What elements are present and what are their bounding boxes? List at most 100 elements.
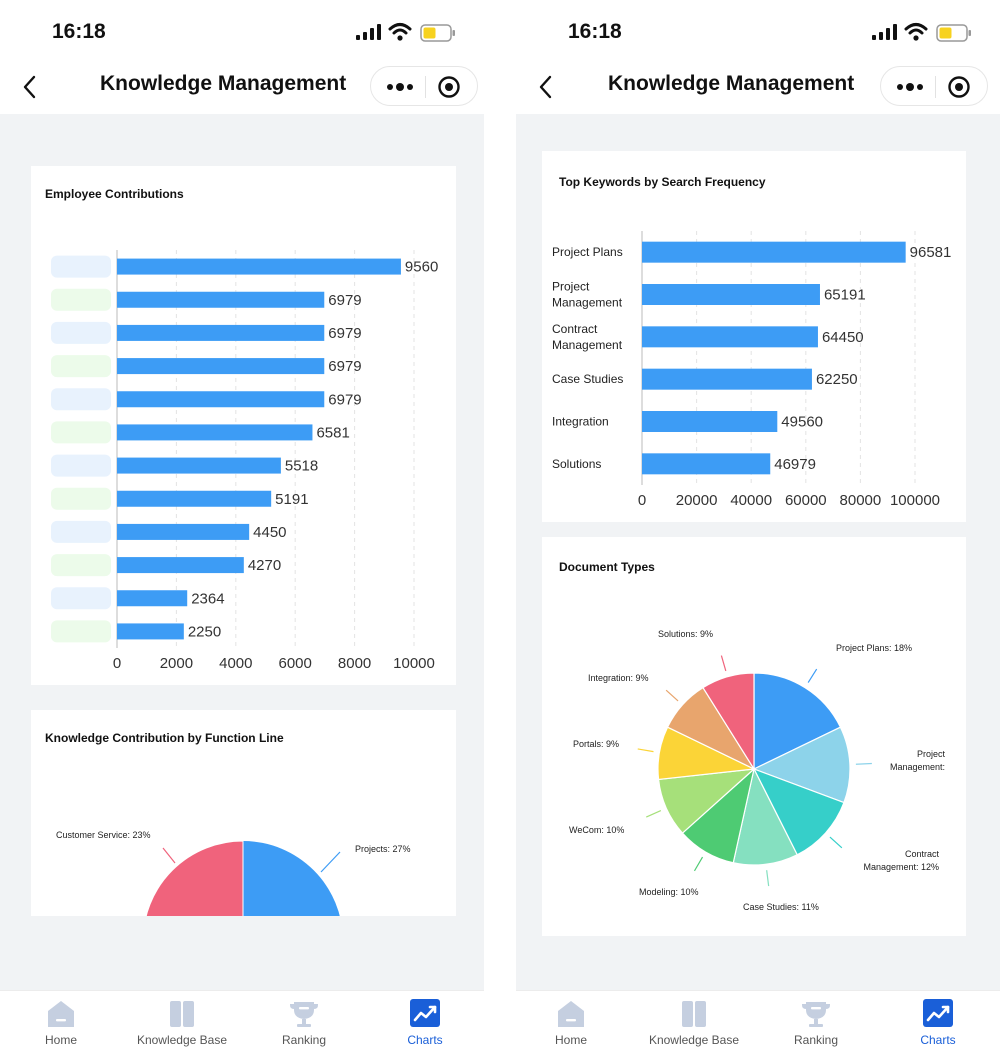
pie-slice-label: Customer Service: 23%	[56, 830, 151, 840]
bar	[117, 358, 325, 375]
back-arrow-icon[interactable]	[16, 72, 46, 102]
trophy-icon	[290, 1002, 318, 1027]
x-tick-label: 20000	[676, 492, 718, 509]
tab-home[interactable]: Home	[0, 991, 122, 1054]
tab-knowledge-base[interactable]: Knowledge Base	[633, 991, 755, 1054]
page-title: Knowledge Management	[608, 72, 855, 95]
scroll-container[interactable]: Top Keywords by Search Frequency 0 20000 4…	[524, 126, 972, 978]
bar	[642, 411, 778, 432]
x-tick-label: 8000	[338, 655, 371, 672]
content-area: Employee Contributions 0 2000 4000 6000 8000…	[0, 114, 484, 990]
pie-slice-label: Contract	[905, 849, 940, 859]
data-label: 2250	[188, 623, 221, 640]
data-label: 96581	[910, 244, 952, 261]
category-label: Management	[552, 338, 623, 352]
pie-slice-label: Portals: 9%	[573, 739, 619, 749]
close-target-icon[interactable]	[947, 75, 971, 99]
tab-charts[interactable]: Charts	[877, 991, 999, 1054]
more-dots-icon[interactable]	[385, 73, 415, 101]
x-tick-label: 6000	[279, 655, 312, 672]
x-tick-label: 0	[638, 492, 646, 509]
tab-label: Charts	[407, 1033, 443, 1047]
leader-line	[665, 689, 679, 702]
bar	[117, 623, 184, 640]
right-phone-screen: 16:18 Knowledge Management Top Keywords …	[516, 0, 1000, 1054]
bar	[642, 326, 818, 348]
bar	[117, 258, 401, 275]
document-types-card: Document Types Project Plans: 18% Project…	[542, 537, 966, 936]
bar	[642, 284, 820, 305]
bar	[117, 457, 281, 474]
tab-ranking[interactable]: Ranking	[243, 991, 365, 1054]
card-title: Knowledge Contribution by Function Line	[45, 731, 284, 745]
card-title: Employee Contributions	[45, 187, 184, 201]
pie-slice-label: Integration: 9%	[588, 673, 649, 683]
pie-slice	[702, 672, 755, 772]
tab-bar: Home Knowledge Base Ranking Charts	[516, 990, 1000, 1054]
category-label-pill	[51, 388, 111, 411]
tab-ranking[interactable]: Ranking	[755, 991, 877, 1054]
capsule-divider	[935, 76, 936, 98]
category-label-pill	[51, 321, 111, 344]
book-icon	[170, 1001, 194, 1027]
data-label: 4270	[248, 557, 281, 574]
data-label: 65191	[824, 287, 866, 304]
bar	[642, 241, 906, 263]
card-title: Document Types	[559, 560, 655, 574]
data-label: 6581	[316, 424, 349, 441]
leader-line	[807, 668, 818, 683]
category-label-pill	[51, 355, 111, 378]
category-label-pill	[51, 587, 111, 610]
bar	[642, 453, 771, 475]
home-icon	[48, 1001, 74, 1027]
status-time: 16:18	[52, 20, 106, 43]
pie-slice	[144, 840, 244, 920]
pie-slice-label: Modeling: 10%	[639, 887, 699, 897]
wifi-icon	[904, 23, 928, 41]
leader-line	[766, 870, 770, 887]
bar	[117, 523, 250, 540]
data-label: 6979	[328, 358, 361, 375]
close-target-icon[interactable]	[437, 75, 461, 99]
x-tick-label: 80000	[840, 492, 882, 509]
x-tick-label: 60000	[785, 492, 827, 509]
chart-icon	[923, 999, 953, 1027]
bar	[117, 424, 313, 441]
pie-slice-label: Management:	[890, 762, 945, 772]
category-label-pill	[51, 620, 111, 643]
category-label-pill	[51, 288, 111, 311]
data-label: 46979	[774, 456, 816, 473]
battery-icon	[420, 24, 455, 42]
category-label: Project	[552, 280, 590, 294]
category-label-pill	[51, 255, 111, 278]
pie-slice-label: WeCom: 10%	[569, 825, 624, 835]
employee-contributions-chart: 0 2000 4000 6000 8000 10000 9560 6979 6979 6979 69…	[51, 250, 438, 672]
more-dots-icon[interactable]	[895, 73, 925, 101]
leader-line	[829, 836, 843, 849]
tab-knowledge-base[interactable]: Knowledge Base	[121, 991, 243, 1054]
pie-slice-label: Case Studies: 11%	[743, 902, 819, 912]
category-label: Project Plans	[552, 245, 623, 259]
card-title: Top Keywords by Search Frequency	[559, 175, 766, 189]
tab-label: Knowledge Base	[136, 1033, 228, 1047]
pie-slice-label: Project	[917, 749, 946, 759]
bar	[117, 490, 272, 507]
back-arrow-icon[interactable]	[532, 72, 562, 102]
bar	[117, 590, 188, 607]
leader-line	[162, 847, 176, 864]
tab-charts[interactable]: Charts	[364, 991, 484, 1054]
tab-label: Ranking	[281, 1033, 327, 1047]
home-icon	[558, 1001, 584, 1027]
book-icon	[682, 1001, 706, 1027]
status-bar: 16:18	[516, 0, 1000, 62]
tab-home[interactable]: Home	[516, 991, 632, 1054]
signal-icon	[872, 24, 897, 40]
category-label-pill	[51, 454, 111, 477]
document-types-pie-chart: Project Plans: 18% Project Management: Cont…	[569, 629, 946, 912]
scroll-container[interactable]: Employee Contributions 0 2000 4000 6000 8000…	[12, 126, 472, 990]
page-title: Knowledge Management	[100, 72, 347, 95]
tab-label: Knowledge Base	[648, 1033, 740, 1047]
pie-slice-label: Projects: 27%	[355, 844, 411, 854]
chart-icon	[410, 999, 440, 1027]
category-label: Integration	[552, 415, 609, 429]
